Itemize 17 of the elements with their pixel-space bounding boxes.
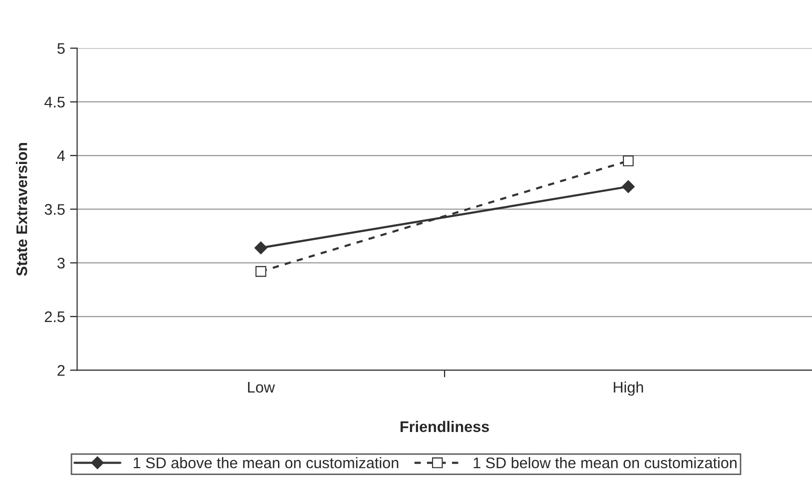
- y-tick-label: 3.5: [44, 204, 65, 215]
- x-axis-title: Friendliness: [400, 420, 489, 432]
- legend-label: 1 SD above the mean on customization: [134, 457, 398, 468]
- y-tick-label: 4.5: [44, 96, 65, 108]
- y-tick-label: 4: [57, 150, 65, 162]
- point: [254, 241, 268, 254]
- x-tick-label: Low: [248, 382, 275, 393]
- y-axis-title: State Extraversion: [16, 143, 28, 276]
- legend-label: 1 SD below the mean on customization: [474, 457, 737, 468]
- y-tick-label: 3: [57, 258, 65, 269]
- y-tick-label: 5: [57, 43, 65, 54]
- point: [622, 180, 635, 194]
- y-tick-label: 2.5: [44, 311, 65, 322]
- point: [622, 156, 634, 166]
- y-tick-label: 2: [58, 365, 65, 376]
- point: [255, 266, 266, 277]
- x-tick-label: High: [614, 381, 644, 396]
